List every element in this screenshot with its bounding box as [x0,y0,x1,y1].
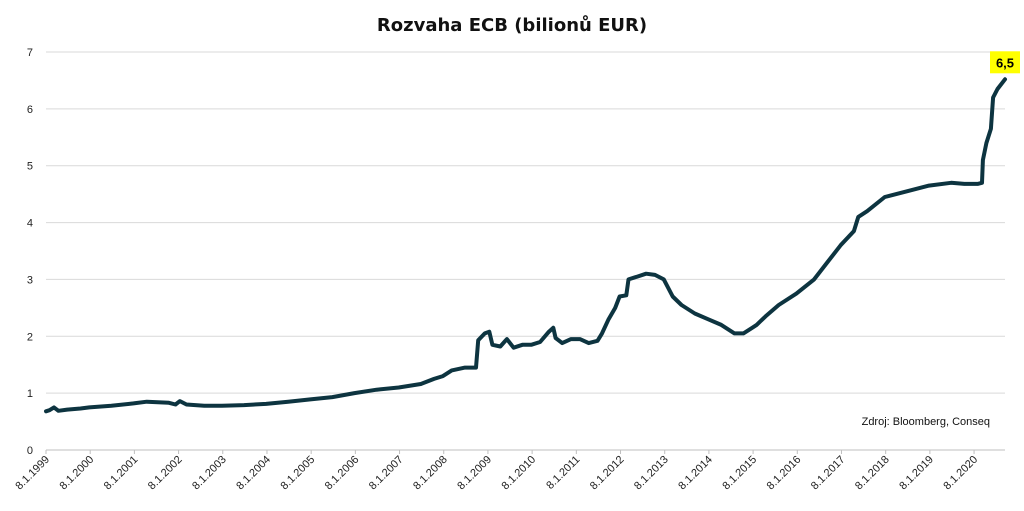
chart-title: Rozvaha ECB (bilionů EUR) [377,14,647,36]
x-tick-label: 8.1.2010 [499,454,538,493]
y-tick-label: 0 [27,445,33,457]
y-tick-label: 5 [27,161,33,173]
x-tick-label: 8.1.2007 [367,454,406,493]
x-tick-label: 8.1.2005 [279,454,318,493]
x-tick-label: 8.1.2019 [897,454,936,493]
end-value-label: 6,5 [996,55,1014,70]
series-line-0 [44,77,1007,414]
x-tick-label: 8.1.2013 [632,454,671,493]
x-axis-tick-labels: 8.1.1999 8.1.2000 8.1.2001 8.1.2002 8.1.2003… [13,450,980,492]
x-tick-label: 8.1.2020 [941,454,980,493]
x-tick-label: 8.1.2000 [58,454,97,493]
y-tick-label: 1 [27,388,33,400]
series-layer [44,77,1007,414]
x-tick-label: 8.1.2016 [765,454,804,493]
y-tick-label: 6 [27,104,33,116]
end-value-callout: 6,5 [990,51,1020,74]
y-tick-label: 3 [27,274,33,286]
x-tick-label: 8.1.2009 [455,454,494,493]
x-tick-label: 8.1.2001 [102,454,141,493]
x-tick-label: 8.1.2011 [544,454,582,492]
x-tick-label: 8.1.2002 [146,454,185,493]
y-tick-label: 4 [27,218,33,230]
x-tick-label: 8.1.2006 [323,454,362,493]
x-tick-label: 8.1.2014 [676,454,715,493]
x-tick-label: 8.1.2003 [190,454,229,493]
gridlines [46,51,1005,394]
source-note: Zdroj: Bloomberg, Conseq [862,416,990,428]
y-axis-tick-labels: 0 1 2 3 4 5 6 7 [27,47,33,457]
x-tick-label: 8.1.2004 [234,454,273,493]
x-tick-label: 8.1.2012 [588,454,627,493]
x-tick-label: 8.1.1999 [13,454,52,493]
x-tick-label: 8.1.2018 [853,454,892,493]
end-value-callout-background [990,51,1020,74]
x-tick-label: 8.1.2015 [720,454,759,493]
x-tick-label: 8.1.2017 [809,454,848,493]
x-tick-label: 8.1.2008 [411,454,450,493]
y-tick-label: 2 [27,331,33,343]
y-tick-label: 7 [27,47,33,59]
